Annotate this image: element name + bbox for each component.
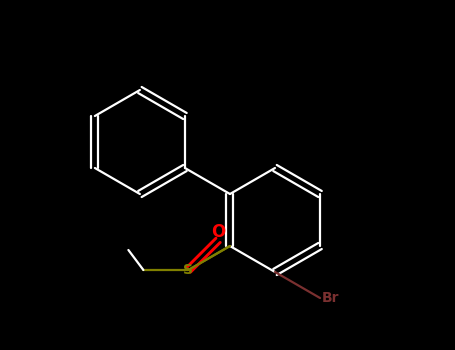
Text: O: O [211, 223, 225, 241]
Text: S: S [183, 263, 193, 277]
Text: Br: Br [321, 291, 339, 305]
